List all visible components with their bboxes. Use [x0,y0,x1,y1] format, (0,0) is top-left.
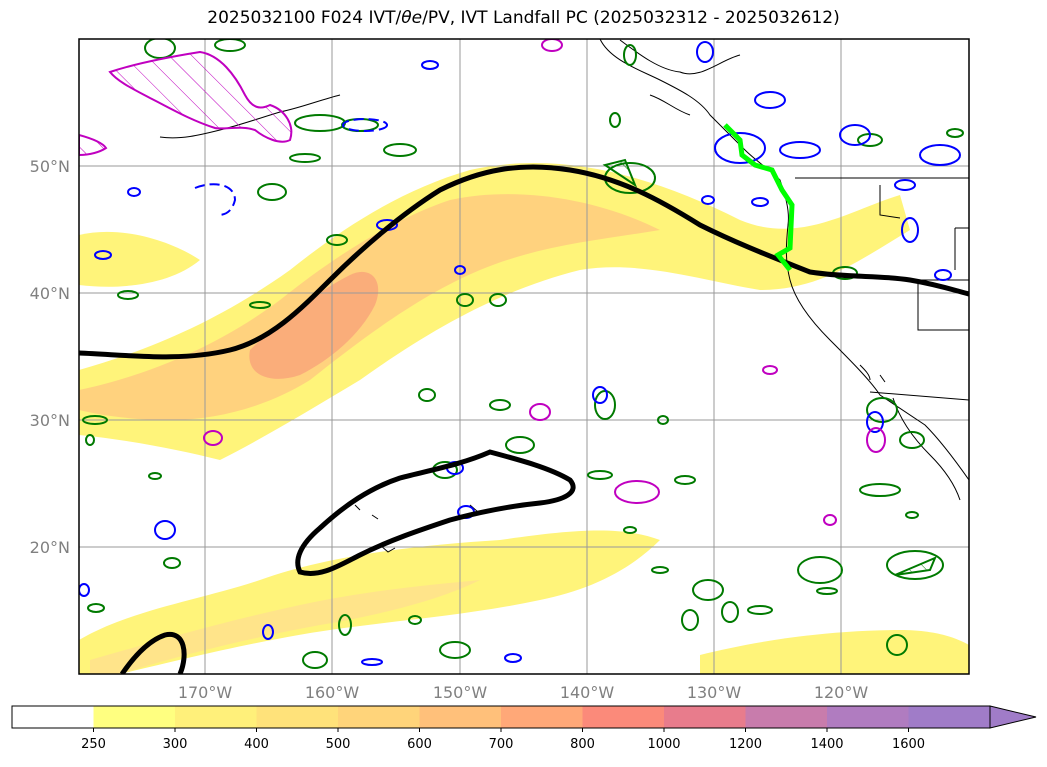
ivt-south-band-inner [90,580,480,674]
colorbar-segment [664,706,746,728]
colorbar-segment [419,706,502,728]
pv-jet-contour [79,164,969,360]
lon-label-150w: 150°W [433,683,488,702]
lat-label-30n: 30°N [30,411,70,430]
colorbar-tick-label: 1200 [729,737,762,752]
ivt-landfall-line [723,123,795,272]
lon-label-120w: 120°W [814,683,869,702]
colorbar-extend-arrow [989,705,1037,729]
colorbar-tick-label: 1000 [647,737,680,752]
colorbar: 250 300 400 500 600 700 800 1000 1200 1400 1600 [11,705,1037,752]
title-prefix: 2025032100 F024 IVT/ [207,8,402,28]
colorbar-tick-label: 300 [163,737,188,752]
colorbar-segment [256,706,339,728]
colorbar-tick-label: 400 [244,737,269,752]
lat-label-40n: 40°N [30,284,70,303]
latitude-labels: 50°N 40°N 30°N 20°N [30,157,70,557]
lon-label-140w: 140°W [560,683,615,702]
colorbar-tick-label: 1400 [810,737,843,752]
ivt-shading [79,163,969,674]
title-theta-symbol: θe [401,8,423,28]
colorbar-tick-label: 500 [326,737,351,752]
colorbar-tick-label: 250 [81,737,106,752]
pv-contours [79,164,969,674]
colorbar-segment [175,706,257,728]
map-frame [78,38,970,675]
colorbar-segment [827,706,909,728]
lat-label-50n: 50°N [30,157,70,176]
lon-label-170w: 170°W [178,683,233,702]
colorbar-segment [12,706,94,728]
colorbar-tick-label: 1600 [892,737,925,752]
title-suffix: /PV, IVT Landfall PC (2025032312 - 20250… [422,8,840,28]
colorbar-segment [745,706,828,728]
pv-southwest-contour [119,631,187,674]
ivt-southeast-band [700,630,969,674]
lon-label-160w: 160°W [305,683,360,702]
colorbar-segment [338,706,420,728]
colorbar-tick-label: 700 [489,737,514,752]
theta-e-contours-blue [79,41,961,666]
colorbar-tick-label: 600 [407,737,432,752]
map-title: 2025032100 F024 IVT/θe/PV, IVT Landfall … [0,8,1047,28]
colorbar-segment [93,706,176,728]
magenta-hatched-region [108,50,293,143]
colorbar-segment [582,706,665,728]
theta-e-contours-green [82,39,964,669]
magenta-contours [79,39,886,526]
longitude-labels: 170°W 160°W 150°W 140°W 130°W 120°W [178,683,869,702]
pv-cutoff-contour [295,449,576,576]
ivt-plume-light-west [79,231,200,287]
ivt-plume-high [249,271,379,379]
lon-label-130w: 130°W [687,683,742,702]
lat-label-20n: 20°N [30,538,70,557]
colorbar-tick-label: 800 [570,737,595,752]
colorbar-segment [501,706,583,728]
colorbar-segment [908,706,991,728]
